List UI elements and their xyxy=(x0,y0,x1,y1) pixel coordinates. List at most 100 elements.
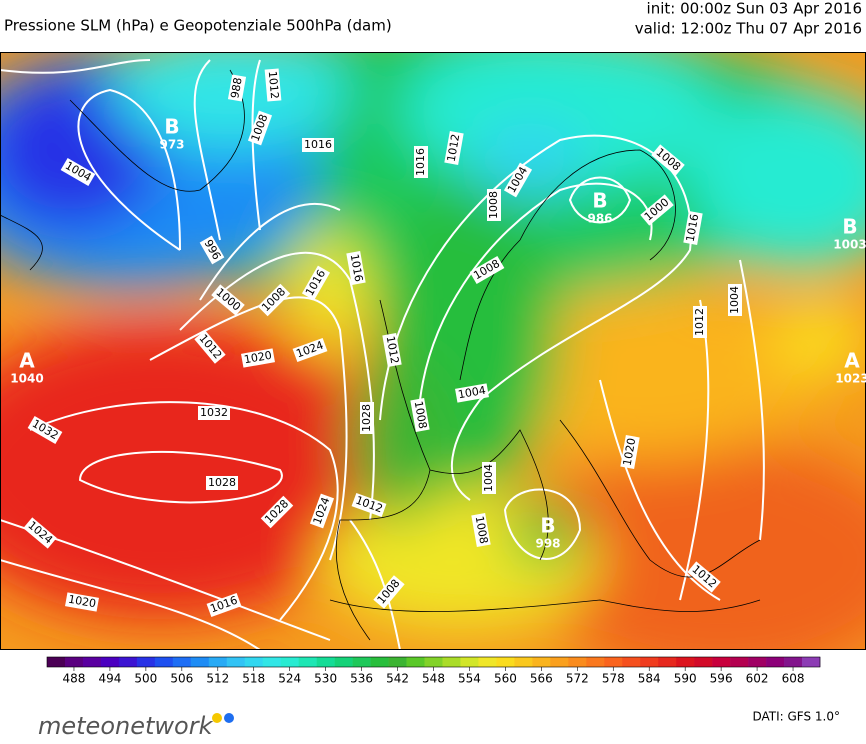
isobar-label-bg xyxy=(651,144,685,176)
isobar-value: 1020 xyxy=(67,593,97,611)
isobar-value: 1004 xyxy=(482,464,495,492)
isobar-label-bg xyxy=(241,348,275,368)
isobar-label: 1020 xyxy=(241,348,275,368)
isobar-value: 1008 xyxy=(487,191,500,219)
colorbar-swatch xyxy=(100,657,120,667)
colorbar-swatch xyxy=(388,657,407,667)
isobar-value: 1012 xyxy=(445,133,463,163)
isobar-label-bg xyxy=(455,383,489,403)
center-letter: B xyxy=(842,215,857,239)
colorbar-swatch xyxy=(622,657,641,667)
isobar-label: 1004 xyxy=(455,383,489,403)
isobar-label-bg xyxy=(309,493,335,529)
isobar-label-bg xyxy=(247,110,273,146)
colorbar-swatch xyxy=(532,657,551,667)
colorbar-label: 548 xyxy=(422,672,445,686)
center-letter: A xyxy=(19,349,35,373)
colorbar-label: 494 xyxy=(98,672,121,686)
isobar-label: 1012 xyxy=(382,333,402,367)
isobar-value: 1020 xyxy=(243,349,273,367)
isobar-value: 1028 xyxy=(360,404,373,432)
colorbar-swatch xyxy=(748,657,767,667)
isobar-label-bg xyxy=(487,189,501,221)
isobar-value: 1004 xyxy=(457,384,487,402)
isobar-label-bg xyxy=(301,265,331,301)
colorbar-swatch xyxy=(172,657,192,667)
isobar-label: 1020 xyxy=(65,592,99,612)
isobar-label-bg xyxy=(206,592,242,618)
isobar-label-bg xyxy=(194,330,226,364)
center-value: 973 xyxy=(159,138,184,152)
colorbar-swatch xyxy=(550,657,569,667)
isobar-label-bg xyxy=(693,306,707,338)
map-field xyxy=(0,52,866,650)
isobar-label-bg xyxy=(23,517,57,549)
isobar-label: 1028 xyxy=(206,476,238,490)
colorbar-swatch xyxy=(460,657,479,667)
isobar-label-bg xyxy=(444,131,464,165)
colorbar-swatch xyxy=(784,657,803,667)
isobar-label-bg xyxy=(683,211,703,245)
colorbar-label: 518 xyxy=(242,672,265,686)
colorbar-label: 500 xyxy=(134,672,157,686)
colorbar-label: 554 xyxy=(458,672,481,686)
isobar-label-bg xyxy=(503,162,533,198)
init-time: init: 00:00z Sun 03 Apr 2016 xyxy=(647,0,862,18)
colorbar-swatch xyxy=(496,657,515,667)
colorbar-swatch xyxy=(280,657,299,667)
colorbar-swatch xyxy=(424,657,443,667)
isobar-label: 1012 xyxy=(444,131,464,165)
isobar-label-bg xyxy=(469,255,505,285)
colorbar-label: 590 xyxy=(674,672,697,686)
isobar-label-bg xyxy=(206,476,238,490)
isobar-label-bg xyxy=(360,402,374,434)
colorbar-swatch xyxy=(47,657,66,667)
isobar-label: 1004 xyxy=(482,462,496,494)
isobar-label-bg xyxy=(292,337,328,363)
center-letter: B xyxy=(592,189,607,213)
isobar-label-bg xyxy=(227,74,247,102)
colorbar-swatch xyxy=(478,657,497,667)
isobar-value: 1016 xyxy=(348,253,366,283)
isobar-label-bg xyxy=(260,495,294,529)
isobar-label-bg xyxy=(471,513,491,547)
colorbar-label: 578 xyxy=(602,672,625,686)
isobar-value: 1012 xyxy=(384,335,402,365)
colorbar-swatch xyxy=(802,657,821,667)
colorbar-swatch xyxy=(766,657,785,667)
isobar-label: 1004 xyxy=(728,284,742,316)
isobar-label: 1008 xyxy=(487,189,501,221)
valid-time: valid: 12:00z Thu 07 Apr 2016 xyxy=(635,20,862,38)
colorbar-swatch xyxy=(568,657,587,667)
colorbar-label: 560 xyxy=(494,672,517,686)
colorbar-swatch xyxy=(226,657,246,667)
colorbar-swatch xyxy=(442,657,461,667)
colorbar-label: 584 xyxy=(638,672,661,686)
colorbar-swatch xyxy=(586,657,605,667)
logo-dot xyxy=(212,713,222,723)
colorbar-swatch xyxy=(82,657,102,667)
isobar-value: 1016 xyxy=(684,213,702,243)
center-value: 1023 xyxy=(835,372,866,386)
colorbar-swatch xyxy=(676,657,695,667)
coastlines xyxy=(0,69,761,641)
colorbar-swatch xyxy=(514,657,533,667)
isobar-label: 1016 xyxy=(346,251,366,285)
colorbar-label: 488 xyxy=(63,672,86,686)
colorbar-swatch xyxy=(334,657,353,667)
center-letter: A xyxy=(844,349,860,373)
colorbar-swatch xyxy=(298,657,317,667)
isobar-label-bg xyxy=(211,284,245,316)
center-value: 998 xyxy=(535,537,560,551)
isobar-label-bg xyxy=(264,68,282,102)
isobar-value: 1008 xyxy=(412,400,430,430)
colorbar-swatch xyxy=(136,657,156,667)
isobar-label-bg xyxy=(60,157,96,187)
isobar-label-bg xyxy=(687,561,721,593)
colorbar-swatch xyxy=(190,657,210,667)
isobar-value: 1028 xyxy=(208,476,236,489)
isobar-label-bg xyxy=(620,435,640,469)
isobar-label-bg xyxy=(414,146,428,178)
